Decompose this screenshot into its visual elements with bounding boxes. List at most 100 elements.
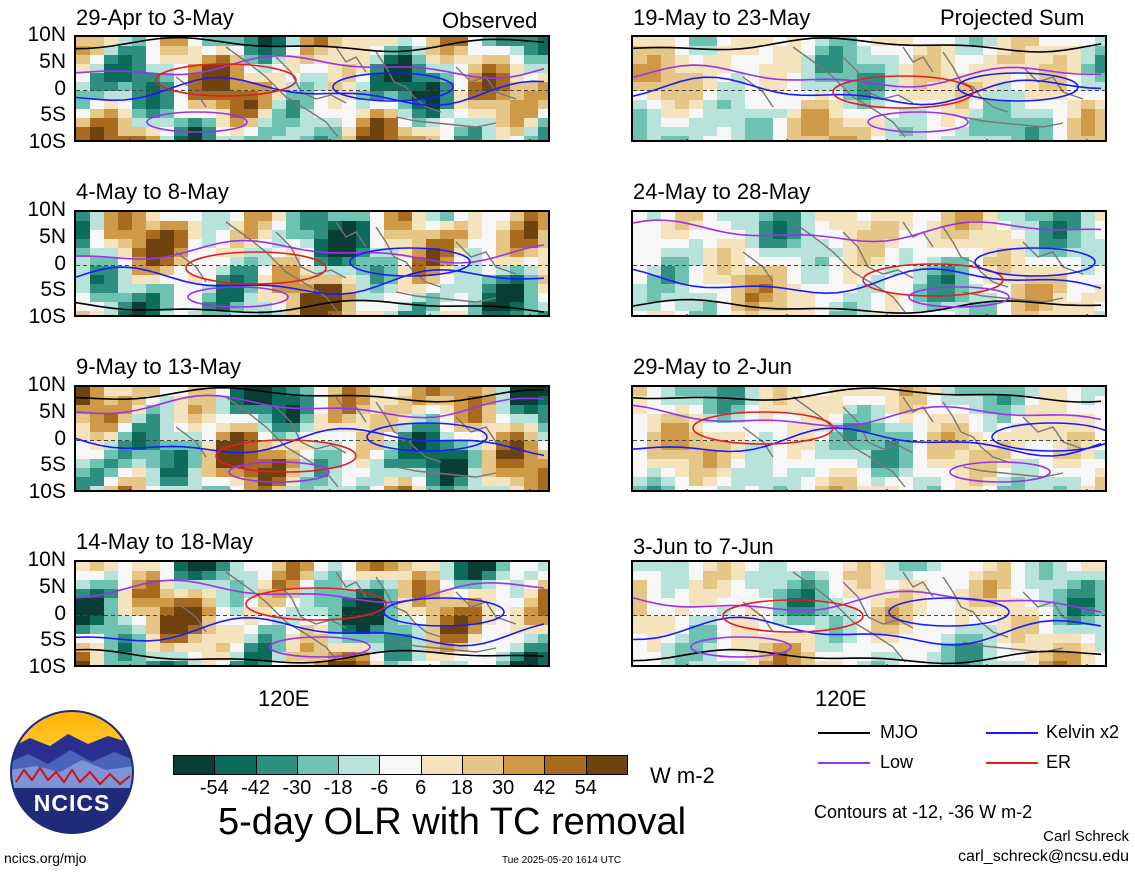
olr-cell	[913, 55, 928, 65]
olr-cell	[647, 477, 662, 487]
olr-cell	[538, 423, 548, 433]
olr-cell	[1095, 46, 1105, 56]
olr-cell	[927, 616, 942, 626]
olr-cell	[202, 616, 217, 626]
olr-cell	[356, 293, 371, 303]
olr-cell	[717, 266, 732, 276]
olr-cell	[468, 625, 483, 635]
olr-cell	[440, 212, 455, 222]
olr-cell	[482, 248, 497, 258]
olr-cell	[272, 136, 287, 140]
olr-cell	[703, 284, 718, 294]
olr-cell	[482, 580, 497, 590]
website-link[interactable]: ncics.org/mjo	[4, 850, 87, 866]
olr-cell	[955, 634, 970, 644]
olr-cell	[174, 589, 189, 599]
olr-cell	[899, 293, 914, 303]
olr-cell	[1095, 589, 1105, 599]
olr-cell	[1081, 589, 1096, 599]
author-email[interactable]: carl_schreck@ncsu.edu	[958, 848, 1129, 865]
olr-cell	[815, 652, 830, 662]
olr-cell	[258, 118, 273, 128]
olr-cell	[801, 109, 816, 119]
olr-cell	[482, 607, 497, 617]
olr-cell	[160, 432, 175, 442]
contour-line	[76, 299, 545, 314]
olr-cell	[104, 248, 119, 258]
olr-cell	[731, 571, 746, 581]
olr-cell	[1095, 450, 1105, 460]
olr-cell	[1067, 652, 1082, 662]
olr-cell	[829, 293, 844, 303]
olr-cell	[857, 607, 872, 617]
olr-cell	[174, 109, 189, 119]
olr-cell	[647, 661, 662, 665]
olr-cell	[384, 643, 399, 653]
olr-cell	[482, 423, 497, 433]
coastline	[942, 51, 1009, 113]
olr-cell	[468, 266, 483, 276]
olr-cell	[426, 414, 441, 424]
olr-cell	[146, 284, 161, 294]
olr-cell	[913, 109, 928, 119]
olr-cell	[510, 423, 525, 433]
olr-cell	[815, 82, 830, 92]
olr-cell	[1095, 652, 1105, 662]
olr-cell	[1039, 37, 1054, 47]
olr-cell	[412, 580, 427, 590]
olr-cell	[328, 450, 343, 460]
olr-cell	[843, 64, 858, 74]
olr-cell	[717, 571, 732, 581]
olr-cell	[661, 616, 676, 626]
olr-cell	[342, 607, 357, 617]
olr-cell	[174, 284, 189, 294]
olr-cell	[482, 127, 497, 137]
olr-cell	[482, 55, 497, 65]
olr-cell	[342, 477, 357, 487]
olr-cell	[1053, 441, 1068, 451]
olr-cell	[759, 625, 774, 635]
olr-cell	[801, 486, 816, 490]
olr-cell	[272, 127, 287, 137]
olr-cell	[1039, 607, 1054, 617]
olr-cell	[398, 468, 413, 478]
olr-cell	[524, 616, 539, 626]
olr-cell	[927, 432, 942, 442]
ncics-logo[interactable]: NCICS	[10, 710, 134, 834]
olr-cell	[286, 405, 301, 415]
olr-cell	[104, 661, 119, 665]
olr-cell	[717, 432, 732, 442]
olr-cell	[717, 414, 732, 424]
olr-cell	[258, 616, 273, 626]
olr-cell	[76, 432, 91, 442]
olr-cell	[356, 396, 371, 406]
contour-line	[908, 286, 1010, 308]
olr-cell	[717, 275, 732, 285]
olr-cell	[188, 46, 203, 56]
olr-cell	[244, 634, 259, 644]
olr-cell	[1095, 37, 1105, 47]
olr-cell	[440, 64, 455, 74]
olr-cell	[633, 91, 648, 101]
olr-cell	[104, 136, 119, 140]
olr-cell	[398, 652, 413, 662]
olr-cell	[857, 302, 872, 312]
olr-cell	[927, 221, 942, 231]
olr-cell	[496, 275, 511, 285]
olr-cell	[745, 441, 760, 451]
olr-cell	[104, 598, 119, 608]
olr-cell	[412, 616, 427, 626]
olr-cell	[510, 432, 525, 442]
olr-cell	[1039, 634, 1054, 644]
olr-cell	[384, 396, 399, 406]
olr-cell	[300, 64, 315, 74]
olr-cell	[661, 311, 676, 315]
olr-cell	[398, 598, 413, 608]
olr-cell	[258, 266, 273, 276]
olr-cell	[244, 230, 259, 240]
olr-cell	[717, 82, 732, 92]
olr-cell	[76, 598, 91, 608]
olr-cell	[510, 127, 525, 137]
olr-cell	[202, 293, 217, 303]
olr-cell	[829, 450, 844, 460]
